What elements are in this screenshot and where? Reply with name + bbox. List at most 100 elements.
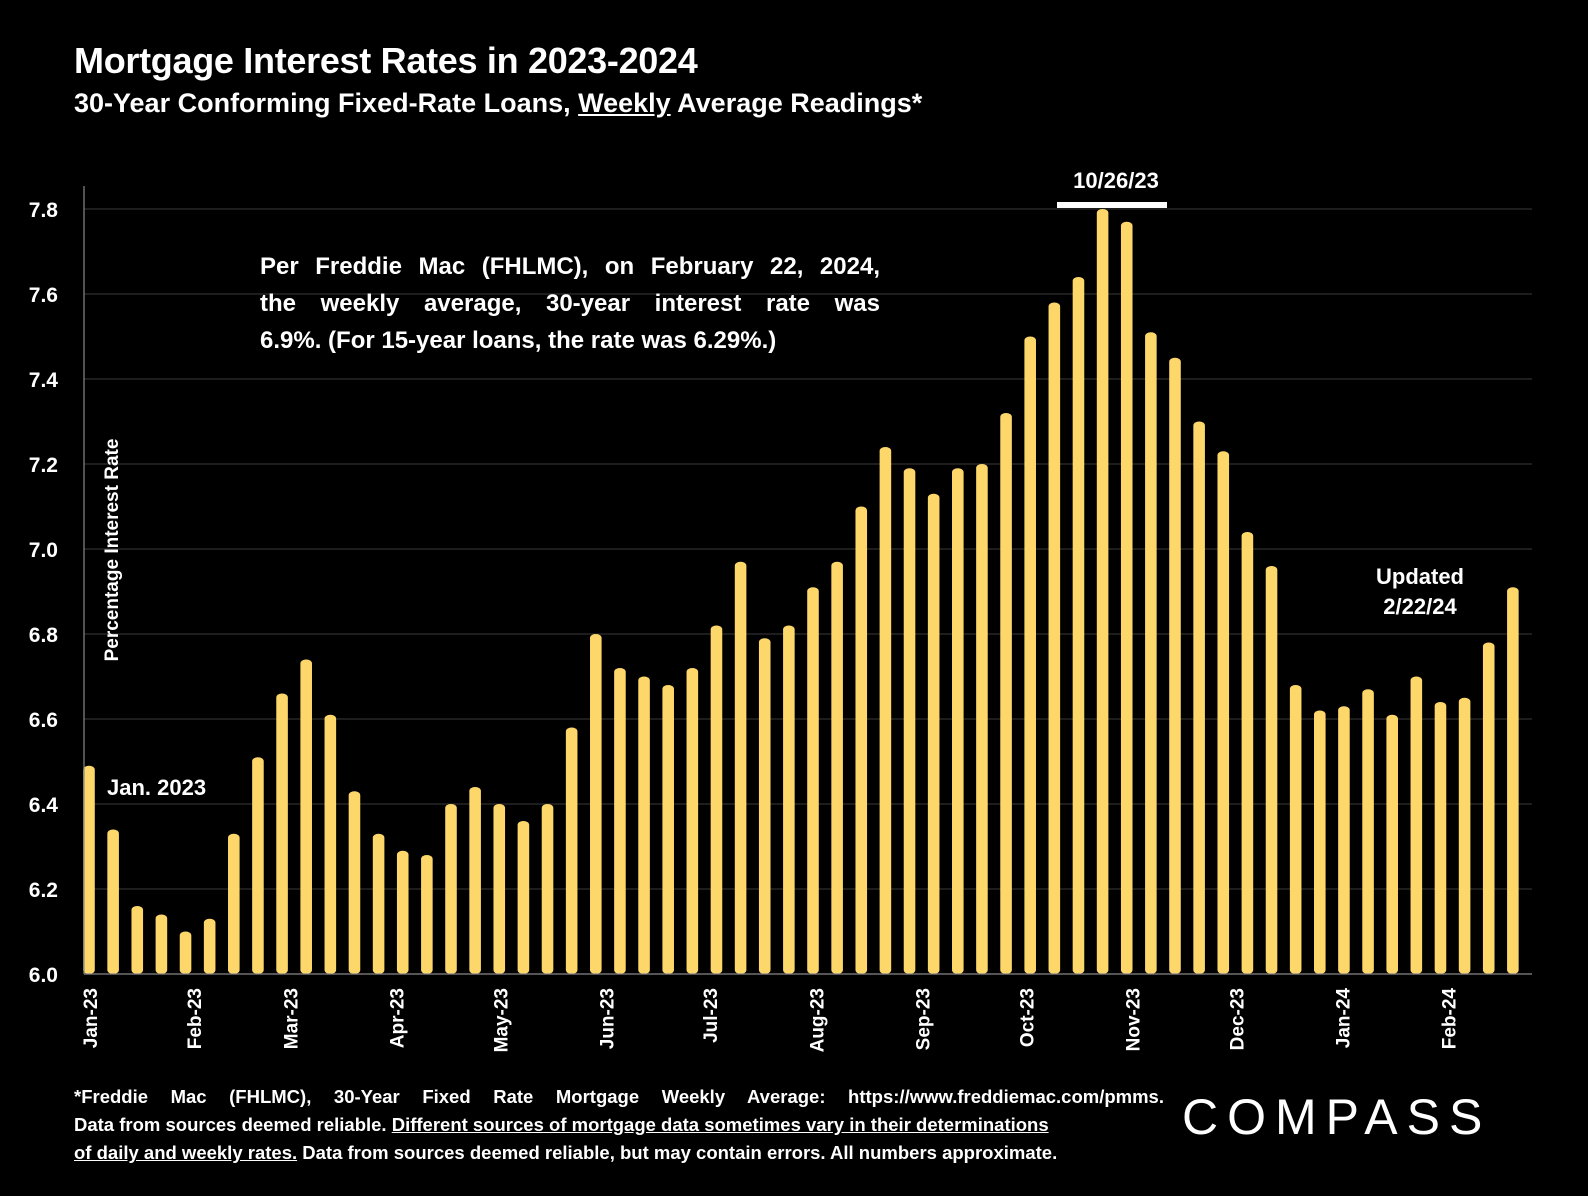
- bar: [421, 855, 433, 974]
- bar: [686, 668, 699, 974]
- bar: [855, 506, 868, 974]
- bar: [1362, 689, 1374, 974]
- y-tick-label: 7.0: [29, 539, 58, 562]
- bar: [1410, 676, 1423, 974]
- chart-annotations: Jan. 2023 10/26/23: [107, 168, 1167, 800]
- x-tick-label: Nov-23: [1124, 988, 1145, 1051]
- bar: [1265, 566, 1278, 974]
- x-tick-label: May-23: [491, 988, 512, 1052]
- bar: [1241, 532, 1254, 974]
- bar: [179, 931, 192, 974]
- x-tick-label: Jul-23: [701, 988, 722, 1043]
- footnote-line1: *Freddie Mac (FHLMC), 30-Year Fixed Rate…: [74, 1086, 1164, 1107]
- bar: [952, 468, 964, 974]
- bar: [734, 561, 747, 974]
- x-tick-label: Jun-23: [597, 988, 618, 1049]
- footnote-line2-pre: Data from sources deemed reliable.: [74, 1114, 392, 1135]
- x-tick-label: Apr-23: [387, 988, 408, 1048]
- footnote-disclaimer-link: Different sources of mortgage data somet…: [391, 1114, 1049, 1135]
- bar: [1024, 336, 1036, 974]
- x-tick-label: Feb-23: [185, 988, 206, 1049]
- bar: [903, 468, 916, 974]
- subtitle-emphasis: Weekly: [578, 88, 671, 118]
- bar: [1386, 714, 1398, 974]
- bar: [445, 804, 457, 974]
- y-tick-label: 7.4: [29, 369, 59, 392]
- y-tick-label: 6.2: [29, 879, 58, 902]
- y-tick-label: 6.4: [29, 794, 59, 817]
- bar: [493, 804, 506, 974]
- rate-note-line2: the weekly average, 30-year interest rat…: [260, 290, 880, 317]
- bar: [541, 804, 554, 974]
- bar: [638, 676, 650, 974]
- bar: [276, 693, 288, 974]
- x-tick-label: Jan-23: [81, 988, 102, 1048]
- bar: [879, 447, 892, 974]
- bar: [1169, 357, 1181, 974]
- bar: [783, 625, 795, 974]
- jan-2023-label: Jan. 2023: [107, 775, 206, 800]
- bar: [396, 850, 409, 974]
- x-tick-labels: Jan-23 Feb-23 Mar-23 Apr-23 May-23 Jun-23 Jul-…: [81, 988, 1461, 1053]
- bar: [228, 833, 240, 974]
- y-tick-label: 6.8: [29, 624, 59, 647]
- y-tick-label: 7.6: [29, 284, 58, 307]
- bar: [131, 906, 144, 974]
- footnote-line2: Data from sources deemed reliable. Diffe…: [74, 1114, 1049, 1135]
- x-tick-label: Oct-23: [1017, 988, 1038, 1047]
- x-tick-label: Dec-23: [1227, 988, 1248, 1050]
- bar: [1120, 221, 1133, 974]
- bar: [1507, 587, 1519, 974]
- bar: [1193, 421, 1205, 974]
- bar: [590, 634, 602, 974]
- bar: [1217, 451, 1230, 974]
- bar: [807, 587, 819, 974]
- bar: [1289, 685, 1302, 974]
- axes: [83, 186, 1532, 975]
- bar: [83, 765, 95, 974]
- x-tick-label: Sep-23: [914, 988, 935, 1050]
- footnote-line3-post: Data from sources deemed reliable, but m…: [297, 1142, 1058, 1163]
- bar: [372, 833, 385, 974]
- x-tick-label: Aug-23: [807, 988, 828, 1052]
- footnote-disclaimer-link-cont: of daily and weekly rates.: [74, 1142, 298, 1163]
- bar: [155, 914, 168, 974]
- bar: [300, 659, 312, 974]
- updated-note: Updated 2/22/24: [1350, 562, 1490, 622]
- x-tick-label: Jan-24: [1334, 988, 1355, 1049]
- compass-logo: COMPASS: [1182, 1089, 1492, 1145]
- bar: [469, 787, 481, 974]
- bar: [252, 757, 264, 974]
- y-tick-labels: 6.0 6.2 6.4 6.6 6.8 7.0 7.2 7.4 7.6 7.8: [29, 199, 59, 987]
- x-tick-label: Feb-24: [1440, 988, 1461, 1050]
- bar: [758, 638, 771, 974]
- bar: [203, 918, 216, 974]
- bar: [1145, 332, 1157, 974]
- chart-title: Mortgage Interest Rates in 2023-2024: [74, 40, 698, 81]
- bars: [83, 209, 1519, 974]
- bar: [662, 685, 674, 974]
- footnote: *Freddie Mac (FHLMC), 30-Year Fixed Rate…: [74, 1083, 1164, 1167]
- chart-subtitle: 30-Year Conforming Fixed-Rate Loans, Wee…: [74, 88, 922, 119]
- bar: [927, 493, 940, 974]
- rate-note-line3: 6.9%. (For 15-year loans, the rate was 6…: [260, 327, 777, 354]
- footnote-line3: of daily and weekly rates. Data from sou…: [74, 1142, 1057, 1163]
- rate-note-line1: Per Freddie Mac (FHLMC), on February 22,…: [260, 253, 880, 280]
- subtitle-pre: 30-Year Conforming Fixed-Rate Loans,: [74, 88, 579, 118]
- bar: [710, 625, 723, 974]
- bar: [1072, 277, 1085, 974]
- bar: [1048, 302, 1061, 974]
- bar: [1000, 413, 1012, 974]
- bar: [517, 821, 530, 974]
- peak-date-label: 10/26/23: [1073, 168, 1159, 193]
- bar: [565, 727, 578, 974]
- bar: [348, 791, 361, 974]
- peak-marker: [1057, 202, 1167, 208]
- bar: [1338, 706, 1350, 974]
- y-tick-label: 6.6: [29, 709, 58, 732]
- y-tick-label: 7.2: [29, 454, 58, 477]
- bar: [324, 714, 337, 974]
- rate-note: Per Freddie Mac (FHLMC), on February 22,…: [260, 248, 880, 359]
- bar: [107, 829, 119, 974]
